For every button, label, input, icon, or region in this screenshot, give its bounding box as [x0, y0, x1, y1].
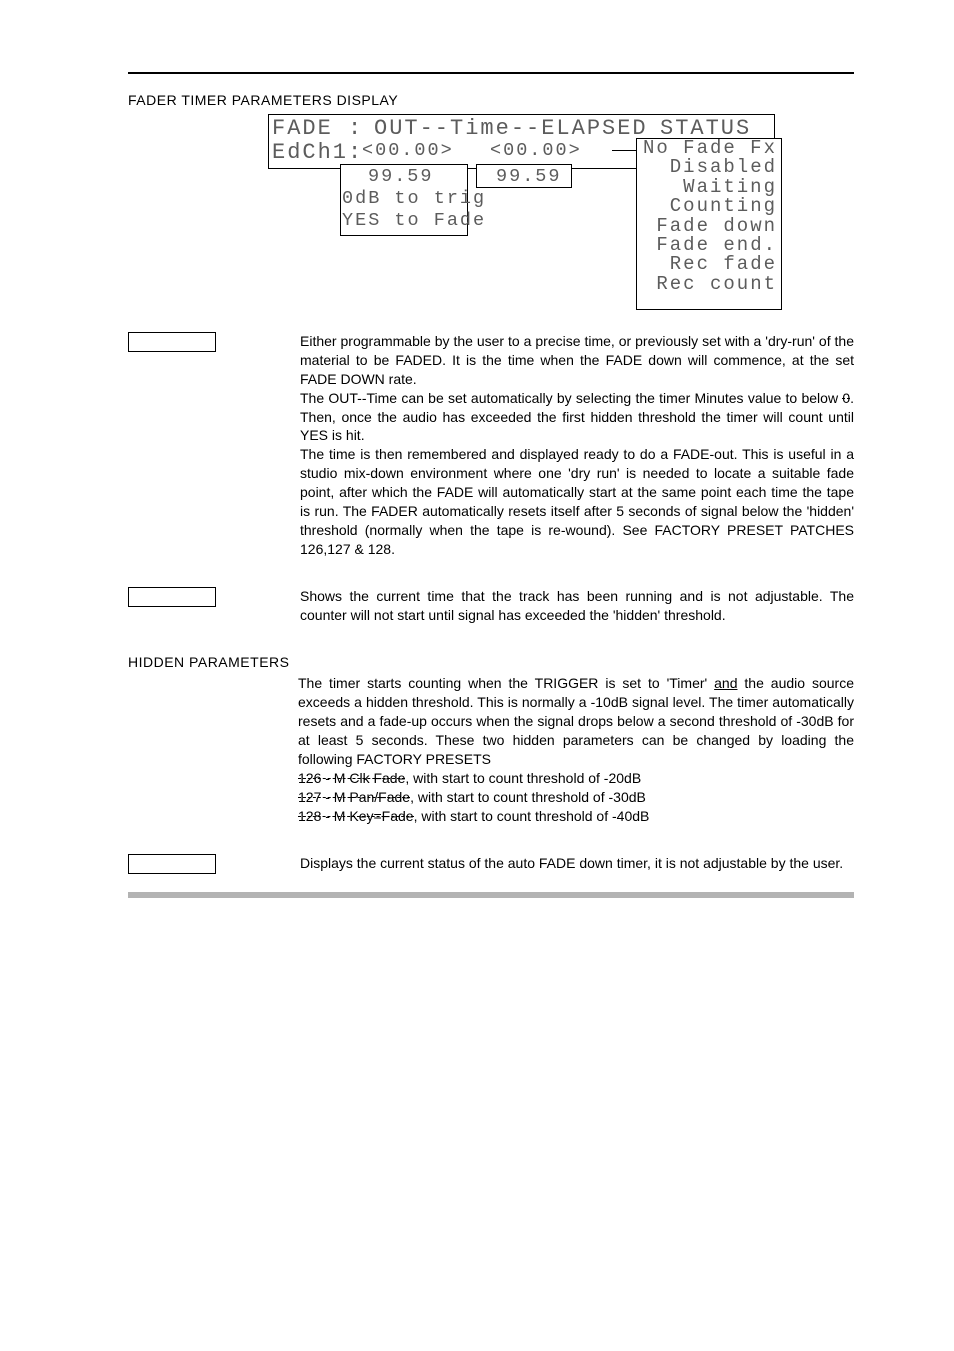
status-label-box [128, 854, 216, 874]
paragraph: Either programmable by the user to a pre… [300, 332, 854, 389]
paragraph: 126 - M Clk Fade, with start to count th… [298, 769, 854, 788]
out-time-text: Either programmable by the user to a pre… [300, 332, 854, 559]
section-heading: FADER TIMER PARAMETERS DISPLAY [128, 92, 854, 108]
paragraph: 128 - M Key=Fade, with start to count th… [298, 807, 854, 826]
lcd-status-item: Disabled [637, 158, 777, 177]
out-time-row: Either programmable by the user to a pre… [128, 332, 854, 559]
lcd-out-line1: 0dB to trig [342, 188, 486, 209]
lcd-out-val: <00.00> [362, 140, 454, 161]
underline-text: and [714, 675, 737, 691]
lcd-row2-left: EdCh1: [272, 140, 363, 165]
text: The timer starts counting when the TRIGG… [298, 675, 714, 691]
lcd-elapsed-range: 99.59 [496, 166, 562, 187]
elapsed-label-box [128, 587, 216, 607]
text: , with start to count threshold of -40dB [414, 808, 650, 824]
elapsed-row: Shows the current time that the track ha… [128, 587, 854, 625]
lcd-status-item: Counting [637, 197, 777, 216]
manual-page: FADER TIMER PARAMETERS DISPLAY FADE : OU… [0, 0, 954, 1351]
paragraph: Displays the current status of the auto … [300, 854, 843, 873]
paragraph: Shows the current time that the track ha… [300, 587, 854, 625]
lcd-figure: FADE : OUT--Time--ELAPSED STATUS EdCh1: … [268, 114, 854, 314]
top-rule [128, 72, 854, 74]
elapsed-text: Shows the current time that the track ha… [300, 587, 854, 625]
paragraph: The OUT--Time can be set automatically b… [300, 389, 854, 446]
struck-text: 127 - M Pan/Fade [298, 788, 410, 807]
bottom-rule [128, 892, 854, 898]
lcd-status-box: No Fade Fx Disabled Waiting Counting Fad… [636, 138, 782, 310]
paragraph: 127 - M Pan/Fade, with start to count th… [298, 788, 854, 807]
hidden-heading: HIDDEN PARAMETERS [128, 654, 854, 670]
status-row: Displays the current status of the auto … [128, 854, 854, 874]
paragraph: The time is then remembered and displaye… [300, 445, 854, 558]
lcd-status-item: Fade down [637, 217, 777, 236]
text: The OUT--Time can be set automatically b… [300, 390, 842, 406]
hidden-row: The timer starts counting when the TRIGG… [128, 674, 854, 825]
text: , with start to count threshold of -30dB [410, 789, 646, 805]
paragraph: The timer starts counting when the TRIGG… [298, 674, 854, 768]
struck-text: 128 - M Key=Fade [298, 807, 414, 826]
lcd-row1-mid: OUT--Time--ELAPSED [374, 116, 648, 141]
lcd-status-item: Rec fade [637, 255, 777, 274]
lcd-out-range: 99.59 [368, 166, 434, 187]
hidden-text: The timer starts counting when the TRIGG… [298, 674, 854, 825]
lcd-status-item: Rec count [637, 275, 777, 294]
struck-text: 0 [842, 389, 850, 408]
out-time-label-box [128, 332, 216, 352]
lcd-elapsed-val: <00.00> [490, 140, 582, 161]
text: , with start to count threshold of -20dB [405, 770, 641, 786]
lcd-row1-left: FADE : [272, 116, 363, 141]
status-text: Displays the current status of the auto … [300, 854, 843, 873]
struck-text: 126 - M Clk Fade [298, 769, 405, 788]
lcd-out-line2: YES to Fade [342, 210, 486, 231]
